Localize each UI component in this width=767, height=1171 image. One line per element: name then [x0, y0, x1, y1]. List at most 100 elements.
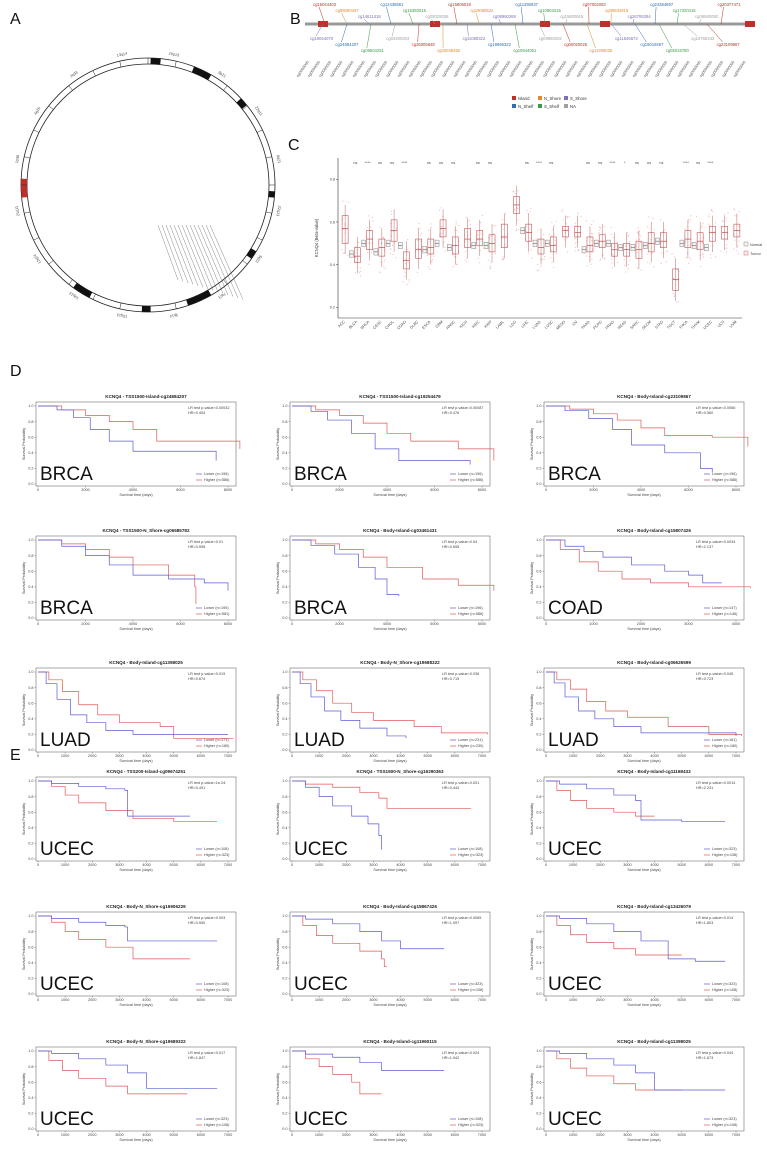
km-y-tick-label: 0.4	[282, 1096, 287, 1100]
km-x-tick-label: 5000	[169, 1133, 177, 1137]
km-cancer-label: COAD	[548, 598, 603, 619]
ideogram-divider	[33, 237, 40, 241]
km-plot: KCNQ4 - TSS200-Island-cg09674251 0.0 0.2 0.…	[22, 769, 237, 872]
km-y-axis-label: Survival Probability	[276, 938, 280, 970]
tumor-point	[738, 240, 740, 242]
tumor-point	[389, 253, 392, 255]
x-tick-label: OV	[572, 320, 579, 327]
km-x-tick-label: 3000	[115, 754, 123, 758]
tumor-point	[427, 266, 429, 268]
km-x-tick-label: 0	[37, 622, 39, 626]
ideogram-link-line	[209, 224, 244, 300]
significance-label: ns	[476, 161, 480, 165]
km-x-tick-label: 1000	[315, 863, 323, 867]
tumor-point	[530, 248, 532, 251]
tumor-point	[383, 260, 385, 263]
km-x-tick-label: 4000	[142, 863, 150, 867]
cpg-link	[610, 23, 622, 37]
tumor-point	[379, 226, 381, 228]
ideogram-label: 15q13	[116, 312, 127, 318]
km-x-tick-label: 0	[37, 1133, 39, 1137]
km-y-tick-label: 0.0	[536, 992, 541, 996]
km-legend-higher: Higher (n=586)	[204, 478, 230, 482]
km-y-tick-label: 0.0	[28, 616, 33, 620]
cpg-label-top: cg16350015	[403, 8, 427, 13]
cpg-label-top: cg15044403	[313, 2, 337, 7]
tumor-point	[465, 216, 468, 218]
cpg-label-bottom: cg03049482	[437, 48, 461, 53]
tumor-box	[464, 228, 471, 248]
km-cancer-label: BRCA	[294, 598, 347, 619]
km-legend-higher: Higher (n=586)	[458, 478, 484, 482]
tumor-point	[635, 251, 638, 254]
cpg-label-top: cg24384897	[650, 2, 674, 7]
km-x-tick-label: 5000	[423, 1133, 431, 1137]
km-y-tick-label: 1.0	[28, 914, 33, 918]
ideogram-divider	[33, 129, 40, 133]
cpg-link	[654, 6, 657, 25]
km-cancer-label: LUAD	[40, 730, 91, 751]
tumor-point	[666, 250, 668, 252]
tumor-point	[599, 229, 601, 231]
tumor-point	[528, 228, 531, 230]
ideogram-link-line	[161, 224, 184, 282]
km-x-tick-label: 5000	[423, 754, 431, 758]
x-tick-label: UVM	[729, 320, 738, 329]
tumor-point	[676, 280, 678, 282]
km-x-tick-label: 2000	[589, 488, 597, 492]
tumor-point	[536, 269, 539, 271]
tumor-point	[725, 220, 727, 222]
km-x-tick-label: 2000	[596, 1133, 604, 1137]
ideogram-divider	[242, 260, 248, 265]
tumor-box	[341, 215, 349, 244]
km-higher-curve	[292, 1050, 382, 1095]
cpg-label-top: cg14611418	[358, 14, 381, 19]
km-y-axis-label: Survival Probability	[276, 694, 280, 726]
km-y-tick-label: 0.8	[282, 795, 287, 799]
tumor-point	[733, 208, 735, 210]
tumor-point	[580, 215, 582, 217]
tumor-box	[354, 247, 361, 263]
km-y-axis-label: Survival Probability	[276, 803, 280, 835]
tumor-point	[494, 253, 496, 255]
tumor-point	[466, 231, 468, 233]
legend-label: NA	[570, 104, 576, 109]
km-cancer-label: UCEC	[548, 839, 602, 860]
tumor-point	[504, 212, 507, 214]
km-y-tick-label: 0.4	[536, 717, 541, 721]
km-legend-lower: Lower (n=323)	[712, 982, 737, 986]
km-y-tick-label: 0.6	[536, 701, 541, 705]
tumor-point	[456, 263, 458, 265]
tumor-point	[440, 228, 442, 230]
km-x-tick-label: 0	[291, 754, 293, 758]
km-x-tick-label: 6000	[451, 998, 459, 1002]
km-y-tick-label: 0.8	[282, 686, 287, 690]
tumor-point	[550, 249, 553, 251]
tumor-point	[501, 259, 503, 261]
tumor-point	[358, 271, 360, 273]
km-y-tick-label: 0.4	[28, 826, 33, 830]
tumor-point	[431, 261, 433, 263]
panel-label-a: A	[10, 11, 21, 28]
tumor-point	[439, 209, 441, 212]
tumor-point	[489, 267, 491, 269]
tumor-point	[672, 278, 674, 280]
cpg-label-bottom: cg11546673	[615, 36, 638, 41]
tumor-point	[702, 254, 704, 256]
tumor-point	[727, 212, 729, 214]
km-lower-curve	[292, 671, 407, 739]
x-tick-label: KIRP	[484, 320, 493, 329]
km-cancer-label: UCEC	[294, 839, 348, 860]
km-title: KCNQ4 - TSS200-Island-cg09674251	[107, 769, 186, 774]
km-plot: KCNQ4 - Body-N_Shore-cg19688322 0.0 0.2 0.4…	[276, 660, 491, 763]
survival-panel-d: KCNQ4 - TSS1500-Island-cg24884207 0.0 0.2 0…	[22, 394, 751, 763]
x-tick-label: LIHC	[521, 320, 530, 329]
km-hr: HR=0.598	[188, 545, 205, 549]
tumor-point	[575, 237, 577, 239]
tumor-point	[380, 272, 382, 274]
tumor-point	[672, 292, 674, 295]
km-y-tick-label: 0.2	[536, 842, 541, 846]
km-pvalue: LR test p-value=0.01	[188, 540, 223, 544]
x-tick-label: LUAD	[532, 320, 542, 330]
km-hr: HR=0.476	[442, 411, 459, 415]
